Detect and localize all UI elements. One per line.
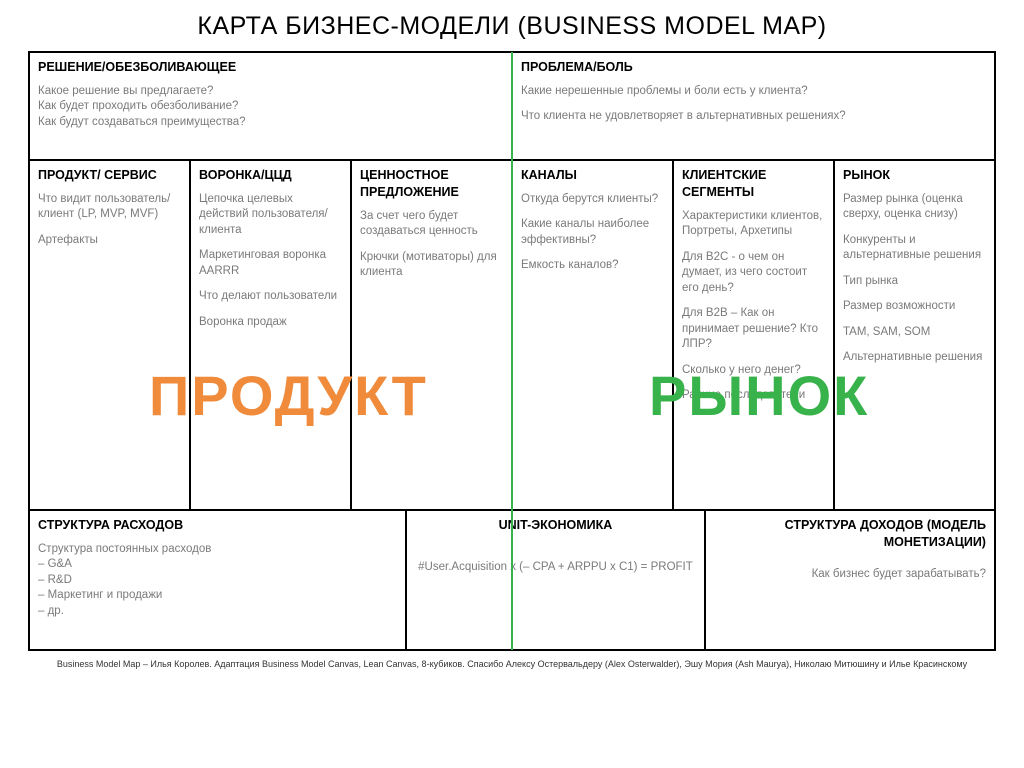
body-funnel: Цепочка целевых действий пользователя/кл… (199, 192, 342, 331)
body-channels: Откуда берутся клиенты? Какие каналы наи… (521, 192, 664, 274)
text: Что делают пользователи (199, 289, 342, 305)
text: Структура постоянных расходов (38, 542, 397, 558)
page-title: КАРТА БИЗНЕС-МОДЕЛИ (BUSINESS MODEL MAP) (28, 12, 996, 41)
cell-unit-economics: UNIT-ЭКОНОМИКА #User.Acquisition x (– CP… (406, 510, 705, 650)
text: Артефакты (38, 233, 181, 249)
cell-solution: РЕШЕНИЕ/ОБЕЗБОЛИВАЮЩЕЕ Какое решение вы … (29, 52, 512, 160)
text: Что клиента не удовлетворяет в альтернат… (521, 109, 986, 125)
center-divider (511, 52, 513, 650)
cell-funnel: ВОРОНКА/ЦЦД Цепочка целевых действий пол… (190, 160, 351, 510)
cell-segments: КЛИЕНТСКИЕ СЕГМЕНТЫ Характеристики клиен… (673, 160, 834, 510)
heading-product: ПРОДУКТ/ СЕРВИС (38, 167, 181, 184)
business-model-canvas: РЕШЕНИЕ/ОБЕЗБОЛИВАЮЩЕЕ Какое решение вы … (28, 51, 996, 651)
body-value: За счет чего будет создаваться ценность … (360, 209, 503, 281)
body-market: Размер рынка (оценка сверху, оценка сниз… (843, 192, 986, 366)
text: Откуда берутся клиенты? (521, 192, 664, 208)
heading-market: РЫНОК (843, 167, 986, 184)
text: Конкуренты и альтернативные решения (843, 233, 986, 264)
cell-market: РЫНОК Размер рынка (оценка сверху, оценк… (834, 160, 995, 510)
text: #User.Acquisition x (– CPA + ARPPU x C1)… (415, 560, 696, 576)
heading-funnel: ВОРОНКА/ЦЦД (199, 167, 342, 184)
body-revenue: Как бизнес будет зарабатывать? (714, 567, 986, 583)
text: – R&D (38, 573, 397, 589)
heading-value: ЦЕННОСТНОЕ ПРЕДЛОЖЕНИЕ (360, 167, 503, 201)
text: Как будет проходить обезболивание? (38, 99, 503, 115)
text: Как бизнес будет зарабатывать? (714, 567, 986, 583)
heading-segments: КЛИЕНТСКИЕ СЕГМЕНТЫ (682, 167, 825, 201)
body-solution: Какое решение вы предлагаете? Как будет … (38, 84, 503, 131)
text: Маркетинговая воронка AARRR (199, 248, 342, 279)
text: Воронка продаж (199, 315, 342, 331)
heading-unit: UNIT-ЭКОНОМИКА (415, 517, 696, 534)
cell-channels: КАНАЛЫ Откуда берутся клиенты? Какие кан… (512, 160, 673, 510)
cell-revenue: СТРУКТУРА ДОХОДОВ (МОДЕЛЬ МОНЕТИЗАЦИИ) К… (705, 510, 995, 650)
text: Крючки (мотиваторы) для клиента (360, 250, 503, 281)
text: Тип рынка (843, 274, 986, 290)
text: Что видит пользователь/клиент (LP, MVP, … (38, 192, 181, 223)
heading-costs: СТРУКТУРА РАСХОДОВ (38, 517, 397, 534)
text: Для B2B – Как он принимает решение? Кто … (682, 306, 825, 353)
text: Характеристики клиентов, Портреты, Архет… (682, 209, 825, 240)
text: Альтернативные решения (843, 350, 986, 366)
text: TAM, SAM, SOM (843, 325, 986, 341)
text: – Маркетинг и продажи (38, 588, 397, 604)
heading-revenue: СТРУКТУРА ДОХОДОВ (МОДЕЛЬ МОНЕТИЗАЦИИ) (714, 517, 986, 551)
body-costs: Структура постоянных расходов – G&A – R&… (38, 542, 397, 620)
cell-product: ПРОДУКТ/ СЕРВИС Что видит пользователь/к… (29, 160, 190, 510)
body-unit: #User.Acquisition x (– CPA + ARPPU x C1)… (415, 560, 696, 576)
text: Ранние последователи (682, 388, 825, 404)
body-product: Что видит пользователь/клиент (LP, MVP, … (38, 192, 181, 249)
text: Какие нерешенные проблемы и боли есть у … (521, 84, 986, 100)
text: Цепочка целевых действий пользователя/кл… (199, 192, 342, 239)
heading-solution: РЕШЕНИЕ/ОБЕЗБОЛИВАЮЩЕЕ (38, 59, 503, 76)
text: За счет чего будет создаваться ценность (360, 209, 503, 240)
text: Какие каналы наиболее эффективны? (521, 217, 664, 248)
text: Размер возможности (843, 299, 986, 315)
heading-channels: КАНАЛЫ (521, 167, 664, 184)
text: – др. (38, 604, 397, 620)
text: Для B2C - о чем он думает, из чего состо… (682, 250, 825, 297)
cell-costs: СТРУКТУРА РАСХОДОВ Структура постоянных … (29, 510, 406, 650)
body-problem: Какие нерешенные проблемы и боли есть у … (521, 84, 986, 125)
text: Размер рынка (оценка сверху, оценка сниз… (843, 192, 986, 223)
text: Как будут создаваться преимущества? (38, 115, 503, 131)
text: – G&A (38, 557, 397, 573)
text: Емкость каналов? (521, 258, 664, 274)
cell-problem: ПРОБЛЕМА/БОЛЬ Какие нерешенные проблемы … (512, 52, 995, 160)
text: Какое решение вы предлагаете? (38, 84, 503, 100)
cell-value: ЦЕННОСТНОЕ ПРЕДЛОЖЕНИЕ За счет чего буде… (351, 160, 512, 510)
body-segments: Характеристики клиентов, Портреты, Архет… (682, 209, 825, 404)
text: Сколько у него денег? (682, 363, 825, 379)
footer-credits: Business Model Map – Илья Королев. Адапт… (28, 659, 996, 669)
heading-problem: ПРОБЛЕМА/БОЛЬ (521, 59, 986, 76)
